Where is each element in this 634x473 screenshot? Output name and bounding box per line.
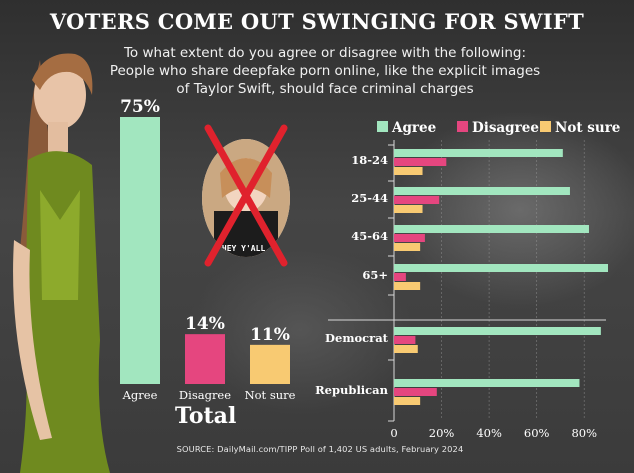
bar-democrat-agree	[394, 327, 601, 335]
bar-25-44-not-sure	[394, 205, 423, 213]
category-label-republican: Republican	[315, 383, 389, 397]
total-bar-not-sure	[250, 344, 290, 384]
taylor-swift-photo	[13, 53, 110, 473]
source-note: SOURCE: DailyMail.com/TIPP Poll of 1,402…	[176, 444, 464, 454]
total-value-label: 14%	[185, 314, 225, 334]
legend-label-agree: Agree	[391, 120, 436, 136]
bar-18-24-disagree	[394, 158, 447, 166]
thumbnail-caption: HEY Y'ALL,	[222, 244, 270, 253]
bar-45-64-disagree	[394, 234, 425, 242]
legend-swatch-agree	[377, 121, 388, 132]
group-bar-chart: 0 20% 40% 60% 80% 18-24 25-44 45-64 65+ Democrat R…	[315, 120, 620, 440]
legend-label-not-sure: Not sure	[555, 120, 620, 136]
total-bar-agree	[120, 117, 160, 384]
bar-democrat-disagree	[394, 336, 416, 344]
total-value-label: 11%	[250, 325, 290, 345]
crossed-out-thumbnail: HEY Y'ALL,	[202, 124, 290, 267]
bar-45-64-not-sure	[394, 243, 421, 251]
bar-65+-agree	[394, 264, 608, 272]
bar-republican-agree	[394, 379, 580, 387]
bar-democrat-not-sure	[394, 345, 418, 353]
subtitle-line-3: of Taylor Swift, should face criminal ch…	[176, 81, 474, 97]
x-tick-label: 80%	[571, 426, 597, 440]
bar-18-24-not-sure	[394, 167, 423, 175]
x-tick-label: 40%	[476, 426, 502, 440]
category-label-18-24: 18-24	[351, 153, 388, 167]
bar-18-24-agree	[394, 149, 563, 157]
total-bar-chart: 75% Agree 14% Disagree 11% Not sure	[120, 97, 296, 402]
subtitle-line-1: To what extent do you agree or disagree …	[123, 45, 527, 61]
bar-45-64-agree	[394, 225, 589, 233]
bar-65+-not-sure	[394, 282, 421, 290]
cross-stroke-2	[204, 124, 288, 267]
legend-swatch-disagree	[457, 121, 468, 132]
bar-republican-disagree	[394, 388, 437, 396]
total-category-label: Not sure	[245, 388, 296, 402]
legend-swatch-not-sure	[540, 121, 551, 132]
category-label-25-44: 25-44	[351, 191, 388, 205]
bar-65+-disagree	[394, 273, 406, 281]
total-value-label: 75%	[120, 97, 160, 117]
legend-label-disagree: Disagree	[472, 120, 539, 136]
bar-republican-not-sure	[394, 397, 421, 405]
page-title: VOTERS COME OUT SWINGING FOR SWIFT	[49, 9, 585, 34]
total-chart-title: Total	[175, 403, 237, 429]
total-bar-disagree	[185, 334, 225, 384]
category-label-65+: 65+	[362, 268, 388, 282]
subtitle-line-2: People who share deepfake porn online, l…	[109, 63, 541, 79]
total-category-label: Disagree	[179, 388, 231, 402]
total-category-label: Agree	[122, 388, 158, 402]
x-tick-label: 0	[390, 426, 397, 440]
bar-25-44-disagree	[394, 196, 440, 204]
bar-25-44-agree	[394, 187, 570, 195]
x-tick-label: 60%	[524, 426, 550, 440]
x-tick-label: 20%	[429, 426, 455, 440]
category-label-democrat: Democrat	[325, 331, 389, 345]
category-label-45-64: 45-64	[351, 229, 388, 243]
